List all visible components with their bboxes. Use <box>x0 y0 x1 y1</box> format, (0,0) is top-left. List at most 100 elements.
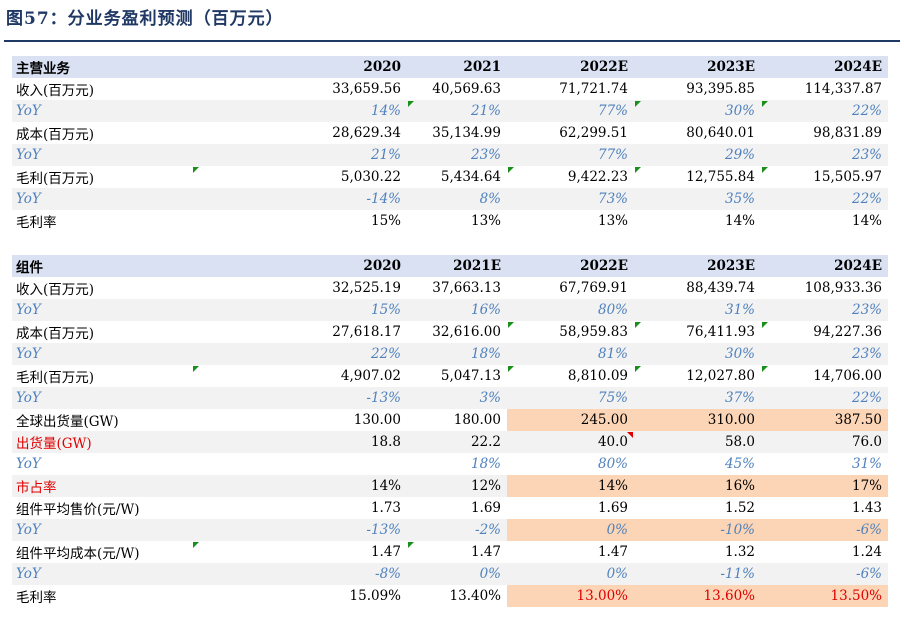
cell-value: 13% <box>597 213 628 229</box>
cell-value: 15.09% <box>349 588 401 604</box>
cell-value: 80,640.01 <box>686 125 755 141</box>
cell-value: 16% <box>407 299 507 321</box>
cell-value: -13% <box>192 387 407 409</box>
cell-value: 32,616.00 <box>432 324 501 340</box>
cell-value: 4,907.02 <box>192 365 407 387</box>
cell-value: -6% <box>761 563 888 585</box>
table-row: YoY 14% 21% 77% 30% 22% <box>12 100 888 122</box>
cell-value: 5,047.13 <box>440 368 501 384</box>
cell-value: 114,337.87 <box>804 81 882 97</box>
table-row: YoY 22% 18% 81% 30% 23% <box>12 343 888 365</box>
cell-value: 77% <box>507 144 634 166</box>
cell-value: 45% <box>724 456 755 472</box>
header-year: 2021E <box>407 255 507 277</box>
cell-value: 22% <box>761 100 888 122</box>
cell-value: 13.40% <box>449 588 501 604</box>
cell-value: 108,933.36 <box>804 280 882 296</box>
cell-value: 1.69 <box>597 500 628 516</box>
cell-value: 35% <box>634 188 761 210</box>
cell-value: -10% <box>634 519 761 541</box>
cell-value: 15% <box>192 299 407 321</box>
cell-value: 0% <box>407 563 507 585</box>
cell-value: 9,422.23 <box>507 166 634 188</box>
main-business-table: 主营业务 2020 2021 2022E 2023E 2024E 收入(百万元) 33,659… <box>12 56 888 232</box>
cell-value: 80% <box>507 299 634 321</box>
header-year: 2021 <box>407 56 507 78</box>
cell-value: 27,618.17 <box>332 324 401 340</box>
row-label: 成本(百万元) <box>16 127 95 143</box>
row-label: YoY <box>12 343 192 365</box>
cell-value: 18% <box>470 456 501 472</box>
table-row: 收入(百万元) 32,525.19 37,663.13 67,769.91 88,439… <box>12 277 888 299</box>
table-row: 毛利(百万元) 4,907.02 5,047.13 8,810.09 12,027.80… <box>12 365 888 387</box>
cell-value: 14% <box>851 213 882 229</box>
cell-value: 35,134.99 <box>432 125 501 141</box>
cell-value: 18.8 <box>192 431 407 453</box>
row-label: 组件平均售价(元/W) <box>16 502 140 518</box>
cell-value: 8% <box>407 188 507 210</box>
header-year: 2022E <box>507 255 634 277</box>
cell-value: 14% <box>724 213 755 229</box>
table-row: 成本(百万元) 27,618.17 32,616.00 58,959.83 76,411… <box>12 321 888 343</box>
table-row: 组件平均成本(元/W) 1.47 1.47 1.47 1.32 1.24 <box>12 541 888 563</box>
table-row: YoY -13% 3% 75% 37% 22% <box>12 387 888 409</box>
cell-value: -6% <box>761 519 888 541</box>
row-label: YoY <box>12 519 192 541</box>
cell-value: 76,411.93 <box>634 321 761 343</box>
cell-value: 23% <box>407 144 507 166</box>
cell-value: 5,434.64 <box>440 169 501 185</box>
header-year: 2020 <box>192 56 407 78</box>
cell-value: 73% <box>507 188 634 210</box>
row-label: 收入(百万元) <box>16 282 95 298</box>
table-row: 组件平均售价(元/W) 1.73 1.69 1.69 1.52 1.43 <box>12 497 888 519</box>
cell-value: 1.43 <box>851 500 882 516</box>
table-header-row: 主营业务 2020 2021 2022E 2023E 2024E <box>12 56 888 78</box>
cell-value <box>192 453 407 475</box>
cell-value: 13.00% <box>507 585 634 607</box>
cell-value: 37,663.13 <box>432 280 501 296</box>
table-row: YoY 18% 80% 45% 31% <box>12 453 888 475</box>
cell-value: 15% <box>370 213 401 229</box>
row-label: 市占率 <box>12 475 192 497</box>
cell-value: 58.0 <box>634 431 761 453</box>
row-label: YoY <box>12 100 192 122</box>
row-label: 出货量(GW) <box>12 431 192 453</box>
table-header-row: 组件 2020 2021E 2022E 2023E 2024E <box>12 255 888 277</box>
cell-value: 58,959.83 <box>507 321 634 343</box>
cell-value: 14% <box>507 475 634 497</box>
cell-value: 3% <box>407 387 507 409</box>
cell-value: 22% <box>761 387 888 409</box>
cell-value: 30% <box>634 100 761 122</box>
cell-value: -11% <box>634 563 761 585</box>
cell-value: 12,027.80 <box>634 365 761 387</box>
row-label: 毛利(百万元) <box>16 171 95 187</box>
cell-value: 98,831.89 <box>813 125 882 141</box>
row-label: 成本(百万元) <box>16 326 95 342</box>
cell-value: 17% <box>761 475 888 497</box>
figure-title: 图57：分业务盈利预测（百万元） <box>6 9 284 29</box>
header-year: 2023E <box>634 56 761 78</box>
cell-value: 23% <box>761 144 888 166</box>
cell-value: 0% <box>507 519 634 541</box>
cell-value: -2% <box>407 519 507 541</box>
cell-value: 8,810.09 <box>507 365 634 387</box>
cell-value: 94,227.36 <box>761 321 888 343</box>
cell-value: 387.50 <box>761 409 888 431</box>
table-row: YoY -13% -2% 0% -10% -6% <box>12 519 888 541</box>
cell-value: 23% <box>761 343 888 365</box>
cell-value: -13% <box>192 519 407 541</box>
cell-value: 71,721.74 <box>559 81 628 97</box>
cell-value: 80% <box>597 456 628 472</box>
table-row: 收入(百万元) 33,659.56 40,569.63 71,721.74 93,395… <box>12 78 888 100</box>
cell-value: 1.69 <box>470 500 501 516</box>
cell-value: 0% <box>507 563 634 585</box>
cell-value: 5,030.22 <box>192 166 407 188</box>
cell-value: 1.47 <box>407 541 507 563</box>
cell-value: 30% <box>634 343 761 365</box>
cell-value: 21% <box>407 100 507 122</box>
header-year: 2024E <box>761 255 888 277</box>
cell-value: 32,525.19 <box>332 280 401 296</box>
cell-value: 21% <box>192 144 407 166</box>
cell-value: 28,629.34 <box>332 125 401 141</box>
cell-value: 12,755.84 <box>634 166 761 188</box>
